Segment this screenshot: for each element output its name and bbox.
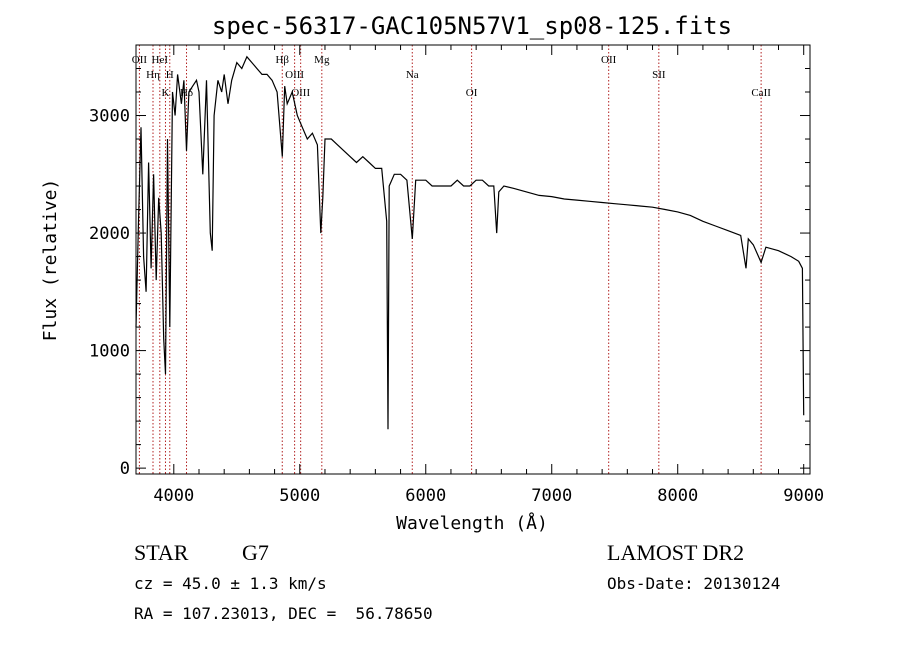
line-label: H — [166, 69, 174, 81]
line-label: SII — [652, 69, 666, 81]
x-tick-label: 4000 — [153, 486, 194, 506]
x-tick-label: 7000 — [531, 486, 572, 506]
line-label: K — [162, 87, 170, 99]
line-label: Na — [406, 69, 419, 81]
y-tick-label: 3000 — [89, 107, 130, 127]
y-tick-label: 0 — [120, 459, 130, 479]
x-tick-label: 8000 — [657, 486, 698, 506]
x-tick-label: 6000 — [405, 486, 446, 506]
line-label: HeI — [152, 54, 169, 66]
line-label: Hη — [146, 69, 160, 81]
chart-title: spec-56317-GAC105N57V1_sp08-125.fits — [212, 12, 732, 40]
coordinates: RA = 107.23013, DEC = 56.78650 — [134, 604, 433, 623]
y-tick-label: 2000 — [89, 224, 130, 244]
object-subclass: G7 — [242, 540, 269, 565]
observation-date: Obs-Date: 20130124 — [607, 574, 781, 593]
survey-name: LAMOST DR2 — [607, 540, 745, 565]
spectrum-line — [135, 55, 805, 430]
object-class: STAR — [134, 540, 189, 565]
y-axis: 0 1000 2000 3000 — [89, 68, 810, 479]
line-label: Mg — [314, 54, 330, 66]
line-label: OIII — [285, 69, 304, 81]
y-axis-label: Flux (relative) — [40, 179, 61, 342]
line-label: OII — [132, 54, 148, 66]
line-label: OII — [601, 54, 617, 66]
plot-frame — [135, 44, 811, 475]
line-label: CaII — [751, 87, 771, 99]
x-tick-label: 5000 — [279, 486, 320, 506]
line-label: OIII — [291, 87, 310, 99]
redshift-cz: cz = 45.0 ± 1.3 km/s — [134, 574, 327, 593]
x-tick-label: 9000 — [783, 486, 824, 506]
x-axis-label: Wavelength (Å) — [396, 512, 548, 534]
line-label: OI — [466, 87, 478, 99]
x-axis: 4000 5000 6000 7000 8000 9000 — [153, 45, 824, 506]
line-markers — [138, 45, 762, 474]
line-label: Hβ — [275, 54, 289, 66]
y-tick-label: 1000 — [89, 342, 130, 362]
